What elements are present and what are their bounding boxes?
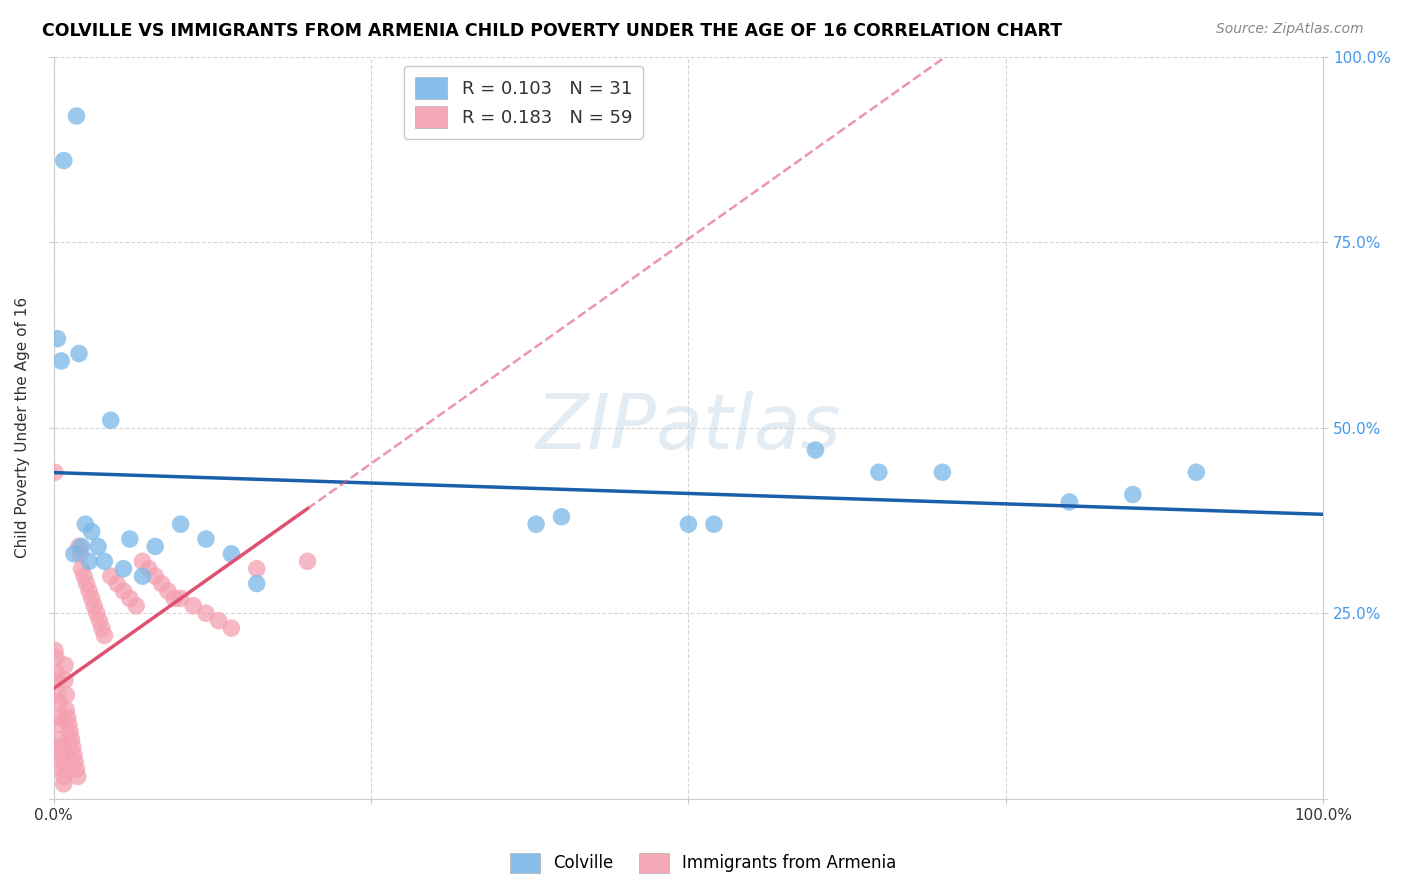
Point bbox=[46, 688, 69, 702]
Point bbox=[150, 576, 173, 591]
Point bbox=[83, 599, 105, 613]
Point bbox=[60, 732, 83, 747]
Point bbox=[143, 569, 166, 583]
Point bbox=[169, 517, 191, 532]
Text: Source: ZipAtlas.com: Source: ZipAtlas.com bbox=[1216, 22, 1364, 37]
Point bbox=[100, 413, 122, 427]
Point bbox=[58, 717, 80, 731]
Point bbox=[131, 569, 153, 583]
Point bbox=[52, 770, 75, 784]
Point bbox=[125, 599, 148, 613]
Legend: Colville, Immigrants from Armenia: Colville, Immigrants from Armenia bbox=[503, 847, 903, 880]
Point bbox=[67, 540, 90, 554]
Point bbox=[70, 540, 93, 554]
Point bbox=[53, 658, 76, 673]
Point bbox=[138, 562, 160, 576]
Text: ZIPatlas: ZIPatlas bbox=[536, 391, 841, 465]
Point bbox=[65, 109, 87, 123]
Point bbox=[77, 584, 100, 599]
Point bbox=[181, 599, 204, 613]
Point bbox=[51, 755, 73, 769]
Point bbox=[55, 688, 77, 702]
Point bbox=[77, 554, 100, 568]
Point bbox=[143, 540, 166, 554]
Point bbox=[93, 554, 115, 568]
Point bbox=[55, 703, 77, 717]
Point bbox=[51, 762, 73, 776]
Point bbox=[49, 717, 72, 731]
Point bbox=[73, 569, 96, 583]
Point bbox=[62, 739, 84, 754]
Point bbox=[49, 732, 72, 747]
Point bbox=[46, 673, 69, 687]
Point bbox=[169, 591, 191, 606]
Point bbox=[66, 770, 89, 784]
Point bbox=[163, 591, 186, 606]
Point bbox=[112, 584, 135, 599]
Point bbox=[67, 346, 90, 360]
Point bbox=[80, 591, 103, 606]
Point bbox=[80, 524, 103, 539]
Point bbox=[86, 606, 108, 620]
Point bbox=[63, 755, 86, 769]
Point bbox=[703, 517, 725, 532]
Point bbox=[51, 354, 73, 368]
Point bbox=[93, 628, 115, 642]
Point bbox=[90, 621, 112, 635]
Point bbox=[246, 576, 269, 591]
Point bbox=[1059, 495, 1081, 509]
Point bbox=[87, 540, 110, 554]
Point bbox=[931, 465, 953, 479]
Point bbox=[156, 584, 179, 599]
Legend: R = 0.103   N = 31, R = 0.183   N = 59: R = 0.103 N = 31, R = 0.183 N = 59 bbox=[404, 66, 643, 138]
Point bbox=[44, 643, 66, 657]
Point bbox=[112, 562, 135, 576]
Point bbox=[56, 710, 79, 724]
Point bbox=[221, 547, 243, 561]
Point bbox=[118, 591, 141, 606]
Point bbox=[65, 762, 87, 776]
Point bbox=[1185, 465, 1208, 479]
Point bbox=[52, 153, 75, 168]
Point bbox=[194, 606, 217, 620]
Point bbox=[550, 509, 572, 524]
Point bbox=[868, 465, 890, 479]
Point bbox=[75, 517, 97, 532]
Point bbox=[45, 665, 67, 680]
Point bbox=[70, 562, 93, 576]
Point bbox=[44, 465, 66, 479]
Point bbox=[100, 569, 122, 583]
Point bbox=[51, 739, 73, 754]
Point bbox=[194, 532, 217, 546]
Y-axis label: Child Poverty Under the Age of 16: Child Poverty Under the Age of 16 bbox=[15, 297, 30, 558]
Point bbox=[69, 547, 91, 561]
Point bbox=[105, 576, 128, 591]
Point bbox=[524, 517, 547, 532]
Point bbox=[53, 673, 76, 687]
Point bbox=[804, 442, 827, 457]
Point bbox=[45, 650, 67, 665]
Point bbox=[59, 725, 82, 739]
Point bbox=[51, 747, 73, 762]
Point bbox=[118, 532, 141, 546]
Point bbox=[678, 517, 700, 532]
Point bbox=[89, 614, 111, 628]
Point bbox=[297, 554, 319, 568]
Point bbox=[48, 695, 70, 709]
Point bbox=[131, 554, 153, 568]
Point bbox=[48, 710, 70, 724]
Point bbox=[63, 547, 86, 561]
Point bbox=[221, 621, 243, 635]
Text: COLVILLE VS IMMIGRANTS FROM ARMENIA CHILD POVERTY UNDER THE AGE OF 16 CORRELATIO: COLVILLE VS IMMIGRANTS FROM ARMENIA CHIL… bbox=[42, 22, 1063, 40]
Point bbox=[63, 747, 86, 762]
Point bbox=[208, 614, 231, 628]
Point bbox=[52, 777, 75, 791]
Point bbox=[1122, 487, 1144, 501]
Point bbox=[246, 562, 269, 576]
Point bbox=[76, 576, 98, 591]
Point bbox=[46, 332, 69, 346]
